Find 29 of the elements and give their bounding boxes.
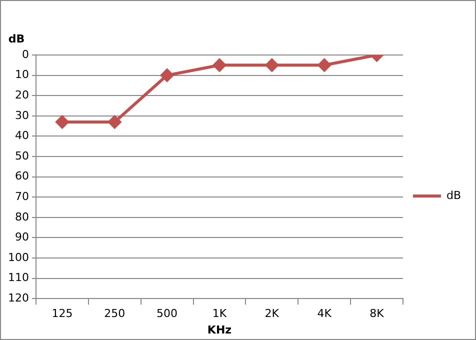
y-tick-label: 0 [22, 48, 29, 61]
x-tick-label: 125 [52, 307, 73, 320]
y-tick-label: 100 [8, 250, 29, 264]
point [265, 58, 278, 72]
x-axis-title: KHz [207, 323, 232, 336]
point [108, 115, 122, 128]
point [56, 115, 69, 128]
x-tick-label: 1K [212, 307, 228, 320]
point [160, 68, 174, 82]
point [318, 58, 331, 72]
y-tick-label: 120 [8, 291, 29, 304]
x-tick-label: 500 [156, 307, 178, 320]
y-tick-label: 80 [14, 210, 29, 224]
x-tick-label: 8K [370, 307, 385, 320]
x-tick-label: 4K [317, 307, 332, 320]
x-tick-label: 2K [264, 307, 280, 320]
y-tick-label: 20 [14, 88, 29, 102]
y-tick-label: 90 [14, 230, 29, 244]
y-axis-title: dB [8, 32, 25, 46]
y-tick-label: 30 [14, 108, 29, 122]
y-tick-label: 50 [14, 149, 29, 162]
y-tick-label: 110 [8, 271, 29, 284]
y-tick-label: 40 [14, 129, 29, 142]
point [212, 58, 226, 72]
legend-label: dB [446, 188, 461, 202]
x-tick-label: 250 [104, 307, 126, 320]
y-tick-label: 60 [14, 170, 29, 183]
y-tick-label: 10 [14, 68, 29, 82]
y-tick-label: 70 [14, 190, 29, 203]
